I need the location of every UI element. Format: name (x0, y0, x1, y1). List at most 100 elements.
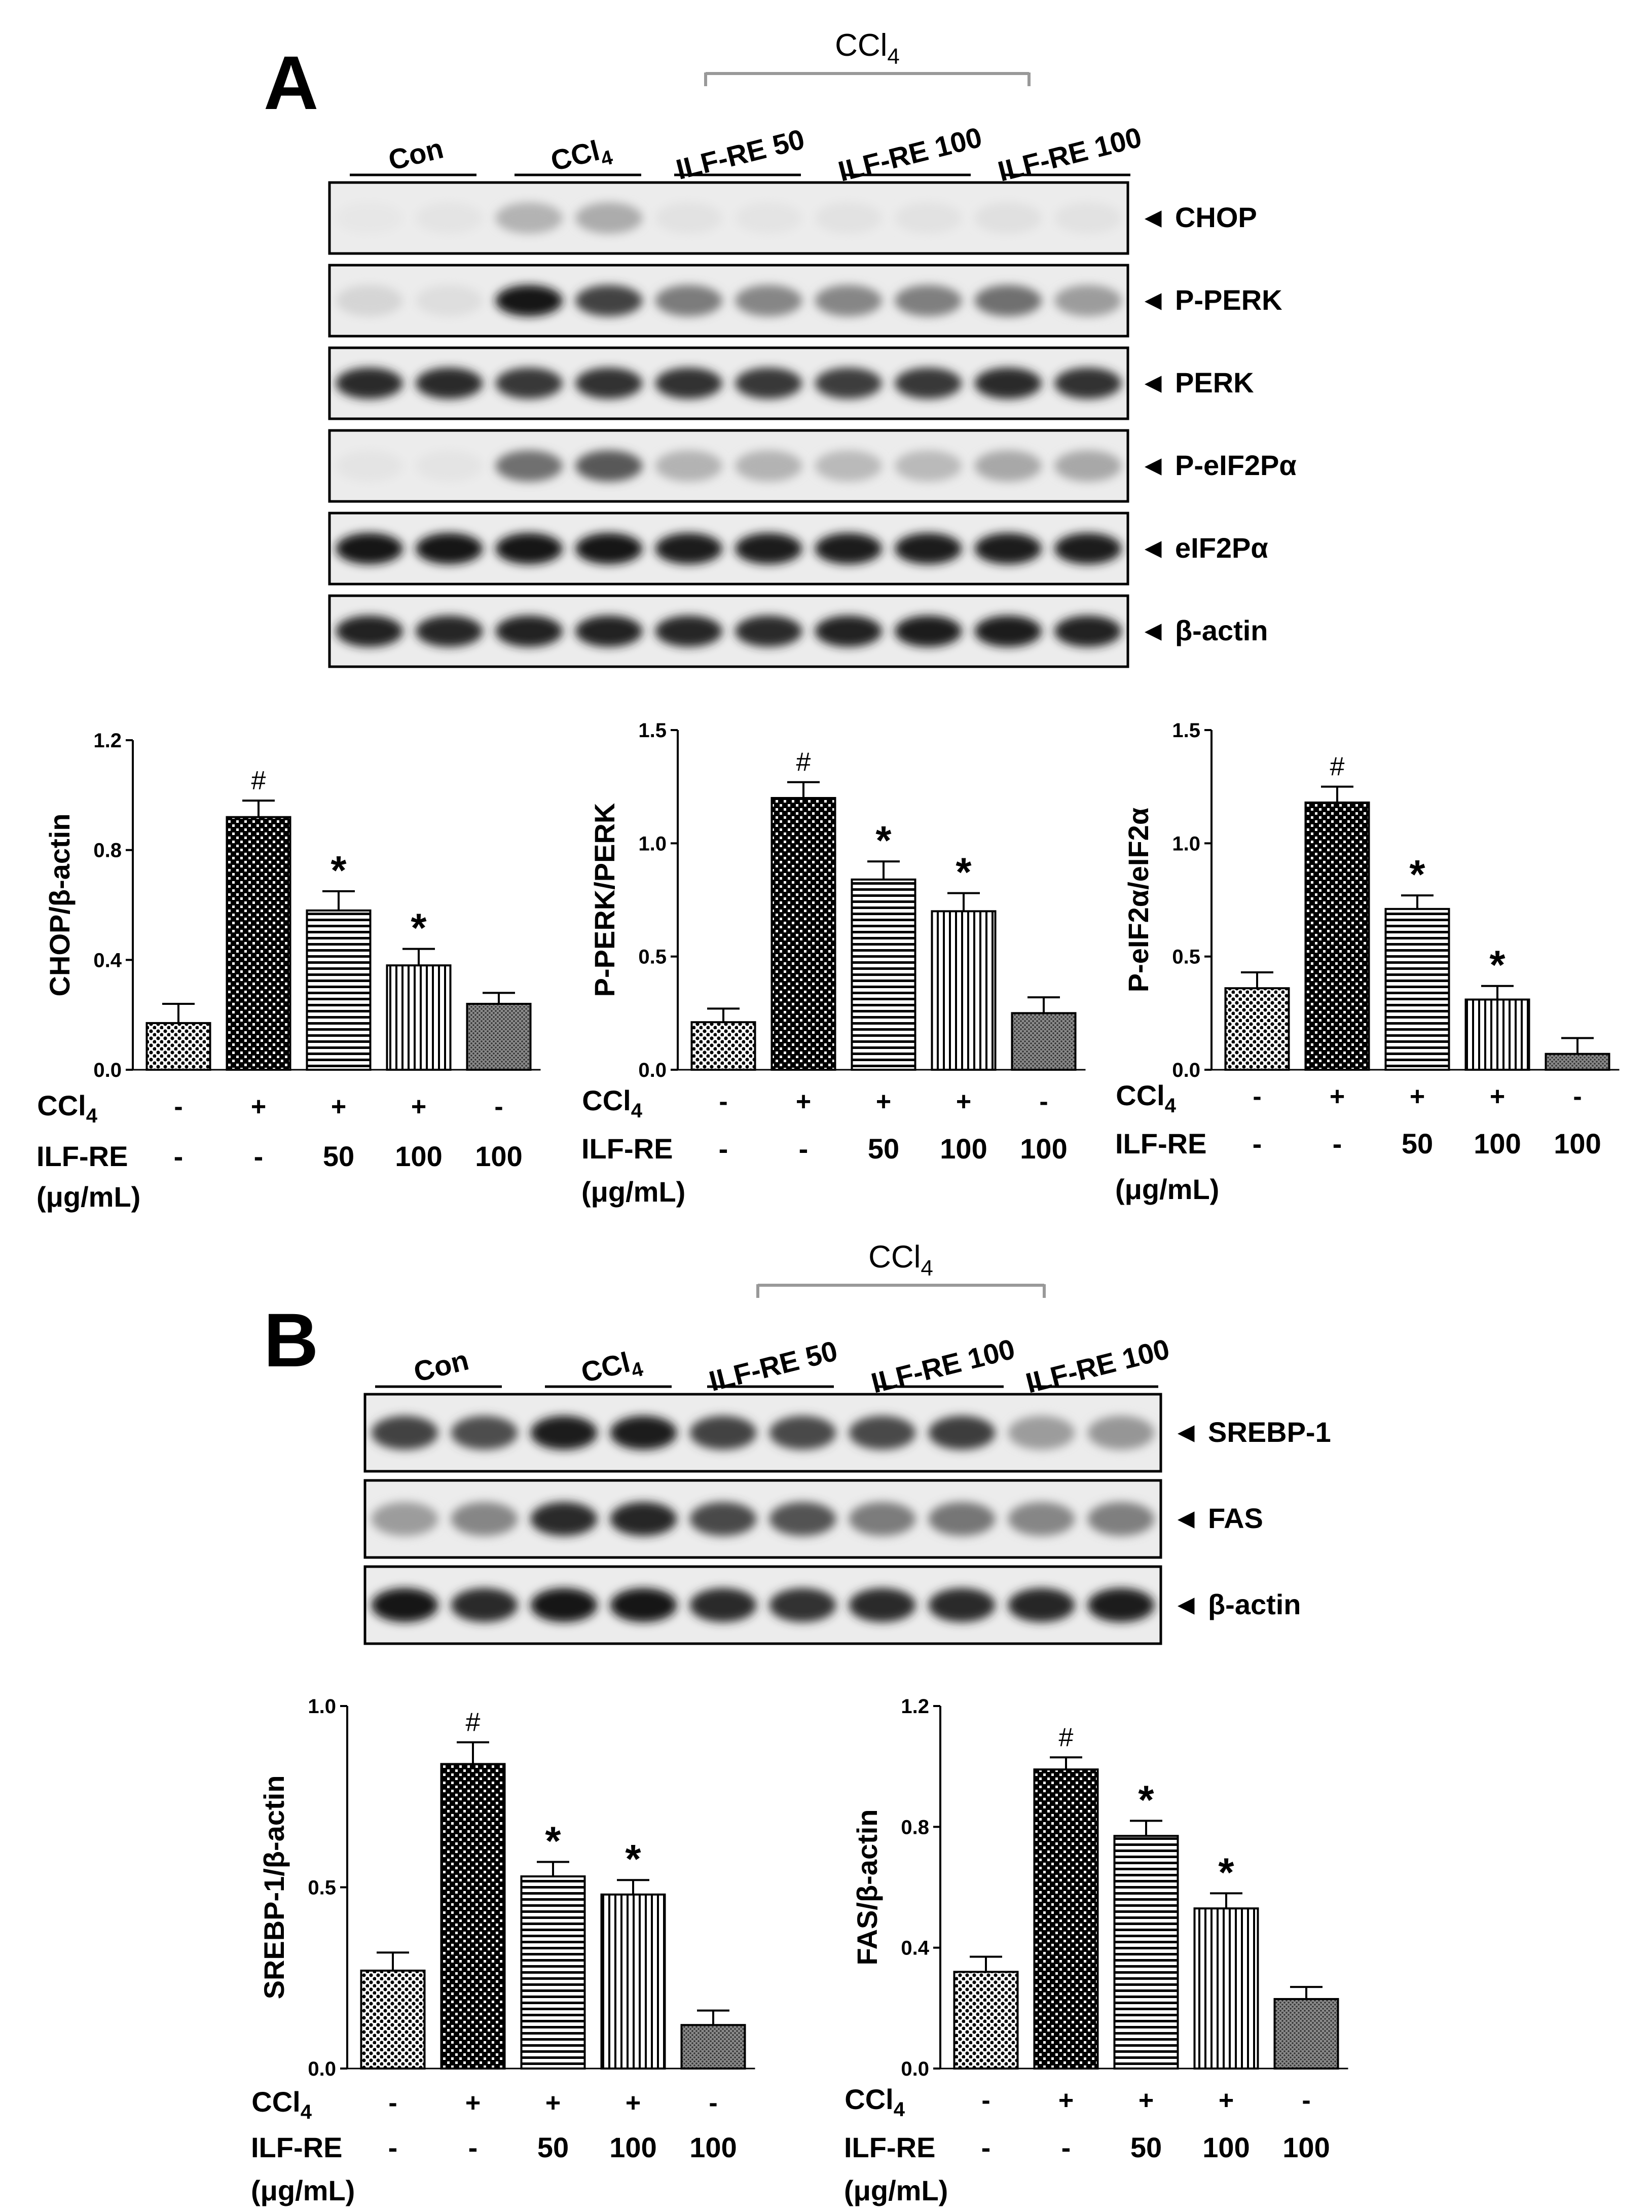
ccl4-row-label: CCl4 (582, 1084, 642, 1122)
blot-band (451, 1502, 518, 1536)
y-tick-label: 1.2 (93, 730, 122, 752)
ilf-value: 100 (1554, 1128, 1601, 1159)
blot-band (849, 1502, 916, 1536)
significance-mark: * (1218, 1850, 1234, 1895)
ilf-value: 100 (1474, 1128, 1521, 1159)
ilf-value: - (799, 1133, 809, 1165)
ccl4-bracket-a: CCl4 (704, 28, 1031, 86)
bar (386, 964, 452, 1071)
blot-band (769, 1588, 836, 1622)
blot-band (495, 615, 563, 647)
blot-band (371, 1502, 438, 1536)
blot-label: ◄ eIF2Pα (1139, 532, 1268, 564)
bar (600, 1893, 666, 2070)
blot-row: ◄ β-actin (363, 1565, 1301, 1645)
blot-band (336, 202, 403, 234)
blot-band (1008, 1588, 1075, 1622)
bar-chart-5: 0.0 0.4 0.8 1.2 FAS/β-actin - - # + - * +50 * +100 - 10… (844, 1695, 1348, 2206)
ccl4-value: - (981, 2086, 990, 2115)
blot-band (815, 533, 882, 564)
bar (520, 1875, 586, 2070)
blot-label: ◄ P-eIF2Pα (1139, 449, 1297, 481)
ilf-value: - (468, 2131, 478, 2163)
bar (226, 816, 291, 1071)
blot-band (895, 615, 962, 647)
ilf-value: - (388, 2131, 398, 2163)
blot-band (655, 615, 722, 647)
blot-band (895, 368, 962, 399)
blot-band (530, 1502, 598, 1536)
blot-band (530, 1416, 598, 1450)
ilf-value: 50 (323, 1140, 354, 1172)
blot-band (575, 450, 643, 482)
ilf-unit-label: (μg/mL) (844, 2174, 948, 2206)
bar (931, 910, 997, 1071)
blot-band (928, 1416, 996, 1450)
blot-band (451, 1588, 518, 1622)
blot-label: ◄ β-actin (1172, 1588, 1301, 1620)
blot-band (610, 1588, 677, 1622)
blot-row: ◄ PERK (328, 346, 1254, 420)
blot-band (735, 368, 802, 399)
blot-band (530, 1588, 598, 1622)
ilf-value: - (1253, 1128, 1262, 1159)
bar (440, 1763, 506, 2070)
blot-band (928, 1502, 996, 1536)
blot-label: ◄ β-actin (1139, 614, 1268, 646)
blot-band (451, 1416, 518, 1450)
significance-mark: * (545, 1818, 561, 1863)
bar-charts: 0.0 0.4 0.8 1.2 CHOP/β-actin - - # + - * +50 * +100 - 1… (36, 719, 1620, 2206)
blot-band (336, 368, 403, 399)
bar-chart-2: 0.0 0.5 1.0 1.5 P-PERK/PERK - - # + - * +50 * +100 - 10… (581, 719, 1086, 1208)
bar (1545, 1053, 1610, 1071)
y-tick-label: 0.8 (93, 840, 122, 862)
ilf-value: - (981, 2131, 991, 2163)
ccl4-value: - (174, 1092, 182, 1121)
blot-band (495, 285, 563, 316)
panel-b: B CCl4 Con CCl4 ILF-RE 50 ILF-RE 100 ILF-RE … (264, 1240, 1331, 1645)
blot-row: ◄ P-PERK (328, 264, 1282, 338)
y-tick-label: 0.5 (308, 1877, 336, 1899)
y-axis-label: FAS/β-actin (851, 1809, 883, 1966)
ccl4-row-label: CCl4 (845, 2083, 905, 2121)
blot-band (416, 202, 483, 234)
ccl4-value: - (494, 1092, 503, 1121)
blot-band (769, 1416, 836, 1450)
blot-band (974, 285, 1042, 316)
y-tick-label: 1.0 (638, 832, 667, 855)
blot-band (974, 533, 1042, 564)
blot-label: ◄ PERK (1139, 367, 1254, 398)
blot-band (1054, 533, 1122, 564)
bar (1464, 998, 1530, 1071)
blot-band (416, 615, 483, 647)
blot-band (1008, 1416, 1075, 1450)
blot-band (495, 450, 563, 482)
y-tick-label: 1.5 (1172, 719, 1200, 742)
ilf-unit-label: (μg/mL) (581, 1176, 685, 1208)
lane-headers-b: Con CCl4 ILF-RE 50 ILF-RE 100 ILF-RE 100 (375, 1333, 1172, 1399)
ilf-value: 50 (1402, 1128, 1433, 1159)
blot-band (1054, 450, 1122, 482)
significance-mark: # (1330, 752, 1345, 782)
blot-band (815, 450, 882, 482)
y-tick-label: 1.0 (1172, 832, 1200, 855)
blot-band (1087, 1588, 1155, 1622)
bar (1224, 987, 1290, 1071)
y-axis-label: P-eIF2α/eIF2α (1122, 808, 1154, 993)
blot-band (815, 615, 882, 647)
significance-mark: * (1409, 852, 1425, 897)
ccl4-value: - (719, 1087, 727, 1116)
blot-band (575, 285, 643, 316)
bar-chart-1: 0.0 0.4 0.8 1.2 CHOP/β-actin - - # + - * +50 * +100 - 1… (36, 730, 541, 1213)
blot-band (974, 202, 1042, 234)
ilf-value: - (719, 1133, 728, 1165)
bar (1193, 1907, 1259, 2070)
y-tick-label: 1.0 (308, 1695, 336, 1718)
blot-band (416, 533, 483, 564)
ccl4-value: + (876, 1087, 891, 1116)
blot-label: ◄ CHOP (1139, 201, 1257, 233)
blot-row: ◄ eIF2Pα (328, 512, 1268, 586)
ilf-value: 50 (537, 2131, 569, 2163)
ccl4-value: - (709, 2088, 717, 2118)
ilf-value: 100 (1202, 2131, 1250, 2163)
